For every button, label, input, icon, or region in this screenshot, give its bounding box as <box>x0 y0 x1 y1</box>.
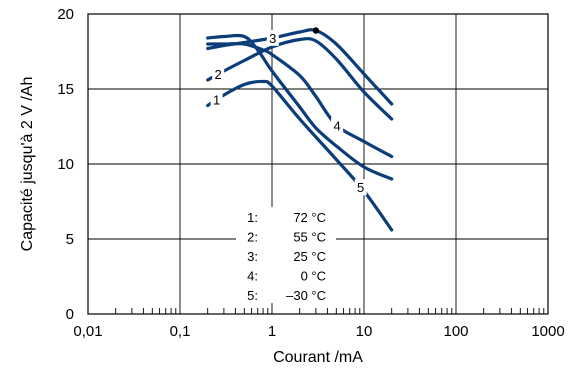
curve-label-2: 2 <box>215 67 222 82</box>
series-line-4 <box>206 41 394 159</box>
curve-label-bg <box>210 91 223 108</box>
curve-label-4: 4 <box>333 118 340 133</box>
x-axis-title: Courant /mA <box>273 349 363 366</box>
x-tick-label: 10 <box>356 323 373 340</box>
y-tick-label: 5 <box>66 231 74 248</box>
legend-temperature: 25 °C <box>293 249 326 264</box>
y-tick-label: 15 <box>57 81 74 98</box>
series-line-2 <box>206 37 394 121</box>
legend-number: 3: <box>247 249 258 264</box>
legend-temperature: 55 °C <box>293 230 326 245</box>
y-tick-label: 20 <box>57 6 74 23</box>
legend-number: 1: <box>247 210 258 225</box>
legend-number: 5: <box>247 288 258 303</box>
legend-number: 4: <box>247 269 258 284</box>
data-point-marker <box>312 27 320 34</box>
curve-label-3: 3 <box>269 31 276 46</box>
curve-labels: 1 2 3 4 5 <box>210 29 367 196</box>
y-tick-label: 0 <box>66 306 74 323</box>
curve-label-5: 5 <box>357 180 364 195</box>
legend: 1: 72 °C 2: 55 °C 3: 25 °C 4: 0 °C 5: –30 °C <box>236 207 336 303</box>
y-axis-title: Capacité jusqu'à 2 V /Ah <box>19 77 36 252</box>
legend-temperature: 72 °C <box>293 210 326 225</box>
y-tick-label: 10 <box>57 156 74 173</box>
curve-label-bg <box>212 66 225 83</box>
curve-label-bg <box>266 29 279 46</box>
legend-box <box>236 207 336 303</box>
legend-temperature: 0 °C <box>301 269 326 284</box>
legend-temperature: –30 °C <box>286 288 326 303</box>
series-line-5 <box>206 33 394 181</box>
x-tick-label: 100 <box>443 323 468 340</box>
x-tick-label: 0,1 <box>170 323 191 340</box>
x-tick-label: 1 <box>268 323 276 340</box>
x-tick-label: 1000 <box>531 323 564 340</box>
minor-ticks <box>115 308 545 314</box>
curve-label-1: 1 <box>213 93 220 108</box>
legend-number: 2: <box>247 230 258 245</box>
x-tick-label: 0,01 <box>73 323 102 340</box>
plot-frame <box>87 13 549 315</box>
curve-label-bg <box>331 117 344 134</box>
curve-label-bg <box>354 179 367 196</box>
